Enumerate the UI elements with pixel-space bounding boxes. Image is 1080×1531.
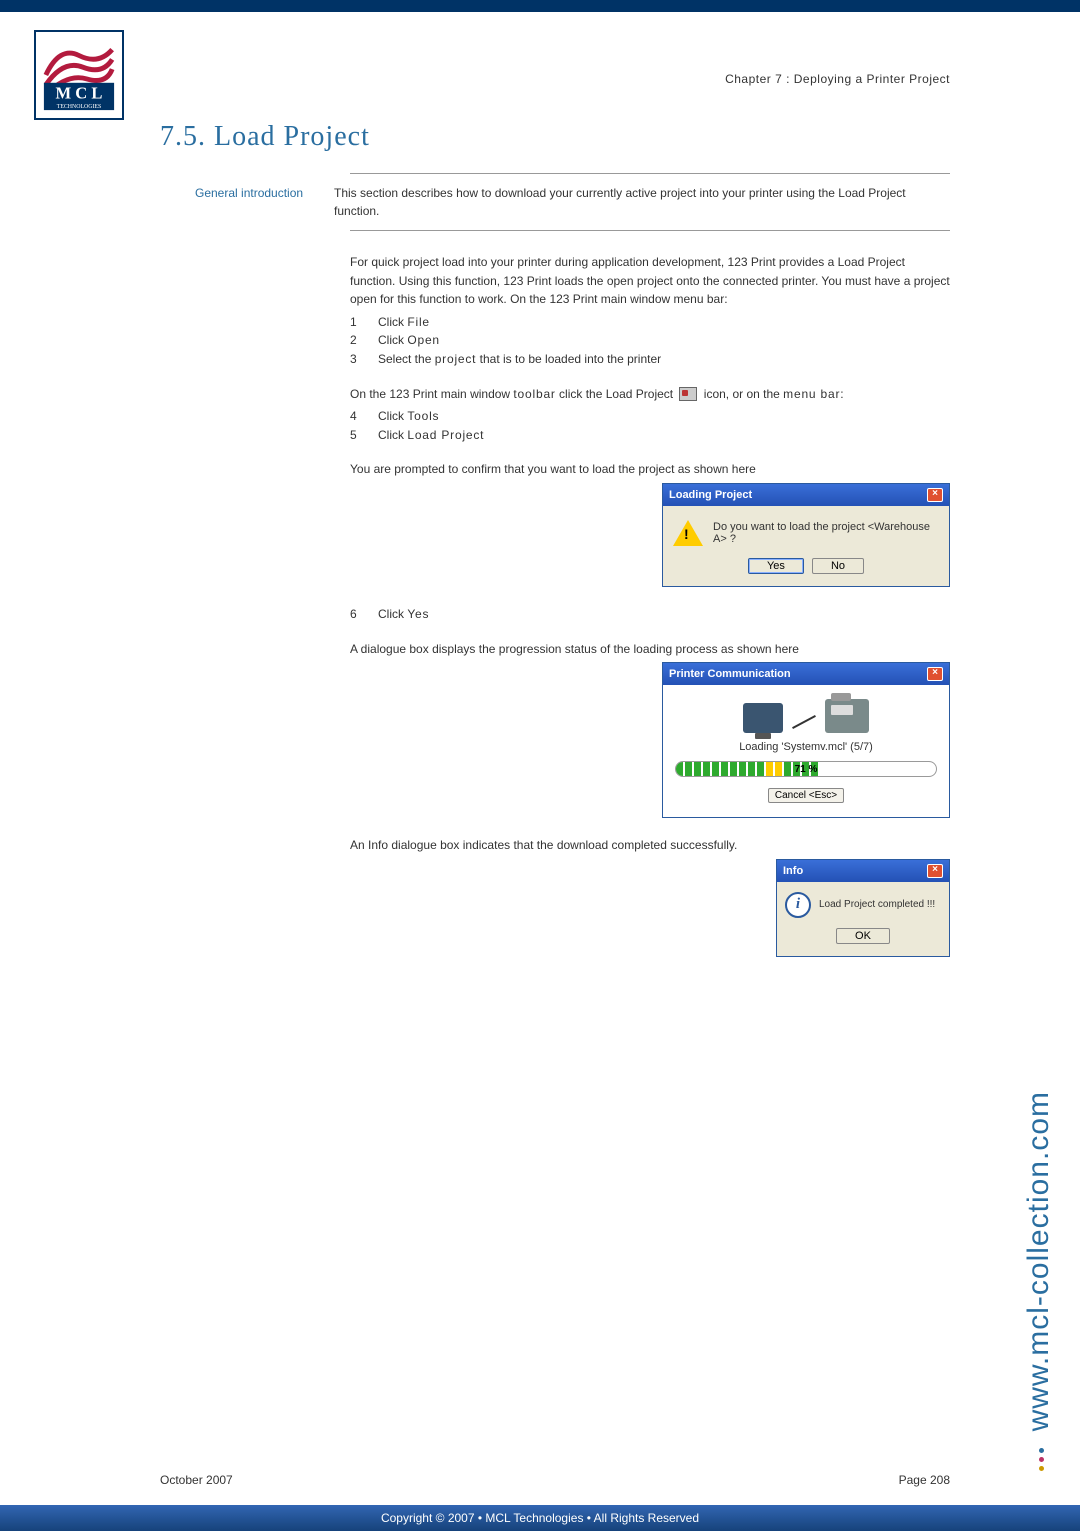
list-item: 1Click File [350, 313, 950, 332]
list-item: 4Click Tools [350, 407, 950, 426]
mcl-logo: M C L TECHNOLOGIES [34, 30, 124, 120]
info-icon: i [785, 892, 811, 918]
paragraph-4: A dialogue box displays the progression … [350, 640, 950, 659]
info-dialog: Info × i Load Project completed !!! OK [776, 859, 950, 957]
load-project-icon [679, 387, 697, 401]
close-icon[interactable]: × [927, 488, 943, 502]
printer-icon [825, 699, 869, 733]
paragraph-2: On the 123 Print main window toolbar cli… [350, 385, 950, 404]
svg-text:TECHNOLOGIES: TECHNOLOGIES [57, 104, 101, 110]
list-item: 2Click Open [350, 331, 950, 350]
close-icon[interactable]: × [927, 667, 943, 681]
yes-button[interactable]: Yes [748, 558, 804, 574]
list-item: 5Click Load Project [350, 426, 950, 445]
dialog-titlebar: Info × [777, 860, 949, 882]
intro-label: General introduction [195, 184, 334, 220]
side-dots [1039, 1448, 1044, 1471]
printer-communication-dialog: Printer Communication × Loading 'Systemv… [662, 662, 950, 818]
chapter-header: Chapter 7 : Deploying a Printer Project [0, 12, 1080, 86]
steps-list-a: 1Click File 2Click Open 3Select the proj… [350, 313, 950, 369]
dialog-title-text: Info [783, 865, 803, 877]
paragraph-3: You are prompted to confirm that you wan… [350, 460, 950, 479]
footer-page: Page 208 [899, 1473, 950, 1487]
ok-button[interactable]: OK [836, 928, 890, 944]
dialog-title-text: Loading Project [669, 489, 752, 501]
list-item: 3Select the project that is to be loaded… [350, 350, 950, 369]
loading-project-dialog: Loading Project × Do you want to load th… [662, 483, 950, 587]
section-name: Load Project [214, 121, 370, 152]
section-title: 7.5. Load Project [0, 86, 1080, 173]
dialog-titlebar: Printer Communication × [663, 663, 949, 685]
loading-file-label: Loading 'Systemv.mcl' (5/7) [675, 741, 937, 753]
progress-bar: 71 % [675, 761, 937, 777]
monitor-icon [743, 703, 783, 733]
content-area: General introduction This section descri… [0, 173, 1080, 1463]
copyright-bar: Copyright © 2007 • MCL Technologies • Al… [0, 1505, 1080, 1531]
list-item: 6Click Yes [350, 605, 950, 624]
paragraph-5: An Info dialogue box indicates that the … [350, 836, 950, 855]
footer-row: October 2007 Page 208 [0, 1463, 1080, 1505]
section-number: 7.5. [160, 121, 206, 152]
side-url: www.mcl-collection.com [1022, 1091, 1056, 1431]
connection-line-icon [792, 715, 816, 729]
paragraph-1: For quick project load into your printer… [350, 253, 950, 309]
no-button[interactable]: No [812, 558, 864, 574]
steps-list-b: 4Click Tools 5Click Load Project [350, 407, 950, 444]
progress-percent: 71 % [676, 764, 936, 775]
warning-icon [673, 518, 703, 548]
dialog-title-text: Printer Communication [669, 668, 791, 680]
steps-list-c: 6Click Yes [350, 605, 950, 624]
footer-date: October 2007 [160, 1473, 233, 1487]
svg-text:M C L: M C L [56, 83, 103, 102]
dialog-message: Do you want to load the project <Warehou… [713, 521, 939, 545]
dialog-message: Load Project completed !!! [819, 899, 935, 910]
cancel-button[interactable]: Cancel <Esc> [768, 788, 844, 803]
top-bar [0, 0, 1080, 12]
intro-row: General introduction This section descri… [350, 173, 950, 231]
device-illustration [675, 699, 937, 733]
dialog-titlebar: Loading Project × [663, 484, 949, 506]
intro-text: This section describes how to download y… [334, 184, 950, 220]
close-icon[interactable]: × [927, 864, 943, 878]
